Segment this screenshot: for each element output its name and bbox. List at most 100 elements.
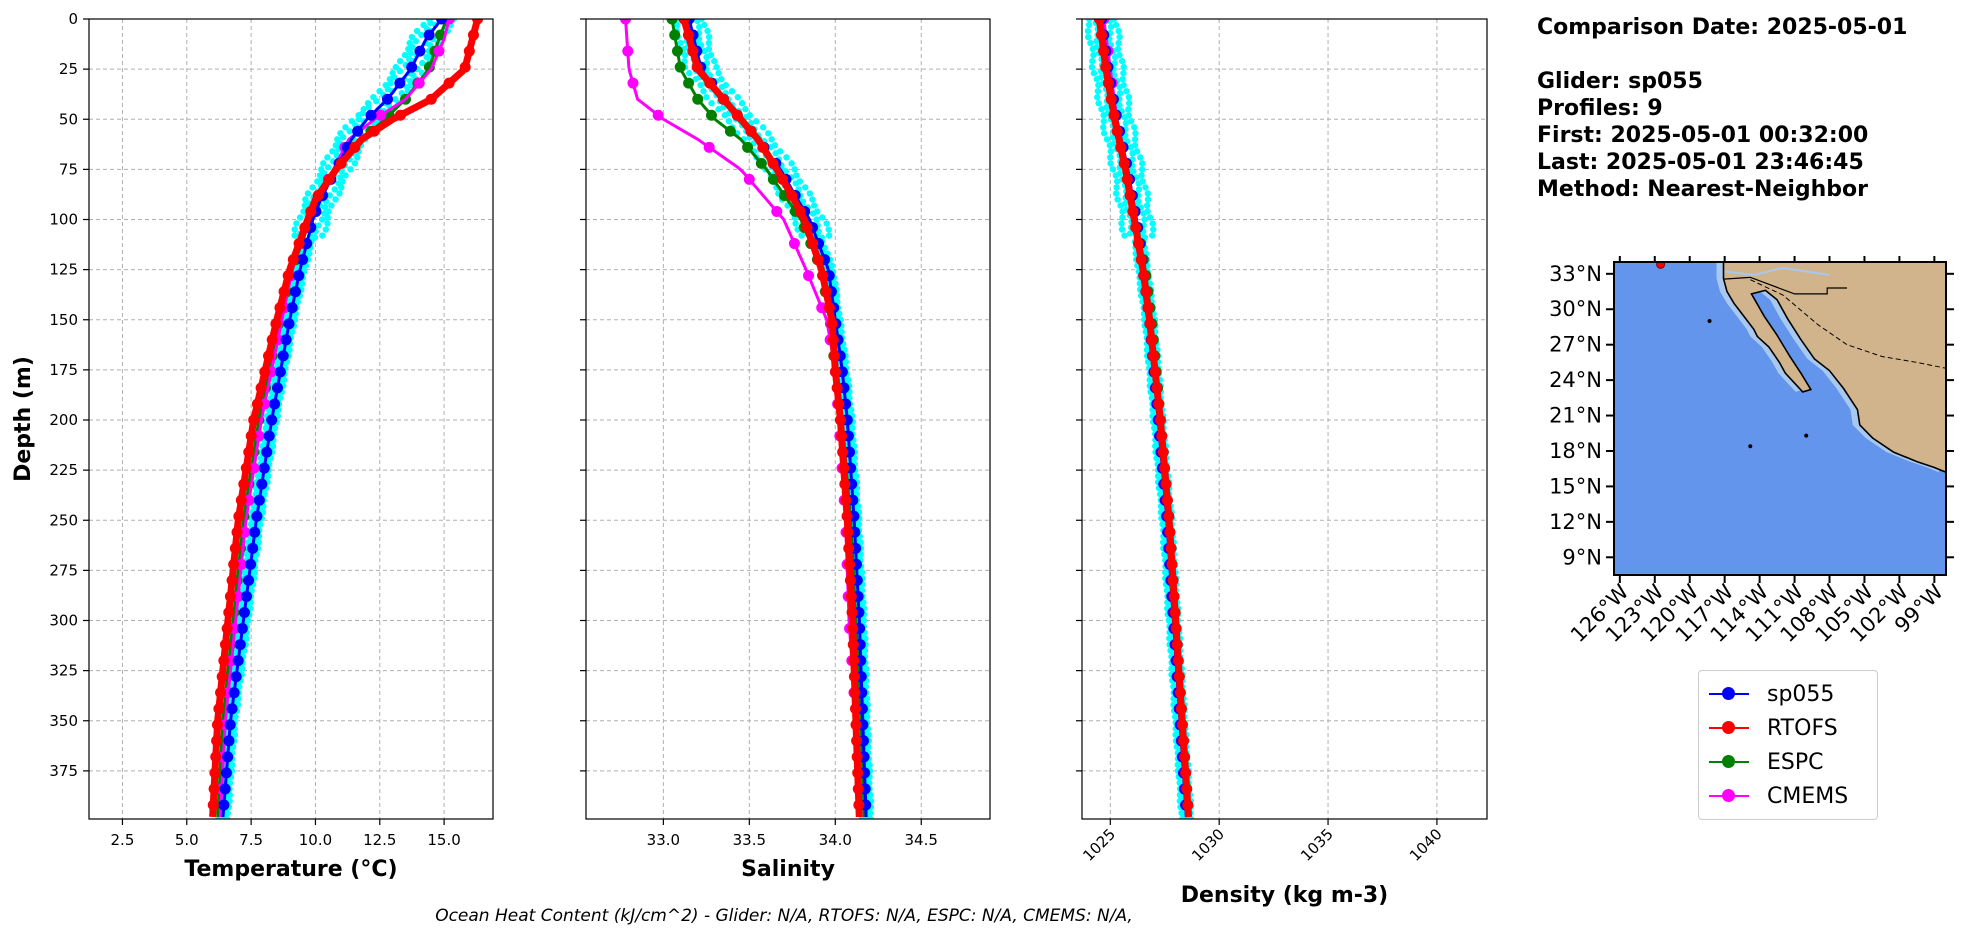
glider-raw-point xyxy=(1144,196,1152,203)
data-point-rtofs xyxy=(786,189,798,201)
x-tick-label: 1030 xyxy=(1188,825,1228,865)
data-point-rtofs xyxy=(219,639,231,651)
data-point-rtofs xyxy=(243,446,255,458)
data-point-sp055 xyxy=(256,478,268,490)
data-point-sp055 xyxy=(240,590,252,602)
glider-raw-point xyxy=(309,184,316,191)
glider-raw-point xyxy=(851,454,858,462)
glider-raw-point xyxy=(336,190,343,197)
x-tick-label: 33.0 xyxy=(647,831,680,849)
glider-raw-point xyxy=(342,172,349,179)
data-point-rtofs xyxy=(467,29,479,41)
glider-raw-point xyxy=(854,503,862,510)
data-point-sp055 xyxy=(253,494,265,506)
island-marker xyxy=(1748,444,1753,449)
glider-raw-point xyxy=(776,148,784,155)
glider-raw-point xyxy=(1089,57,1096,65)
glider-raw-point xyxy=(832,280,839,287)
glider-raw-point xyxy=(1109,166,1117,173)
data-point-rtofs xyxy=(846,606,858,618)
data-point-rtofs xyxy=(1142,302,1154,314)
glider-raw-point xyxy=(1107,148,1115,155)
y-tick-label: 125 xyxy=(49,261,78,279)
data-point-sp055 xyxy=(406,61,418,73)
data-point-rtofs xyxy=(278,286,290,298)
data-point-sp055 xyxy=(289,286,301,298)
data-point-rtofs xyxy=(794,205,806,217)
data-point-cmems xyxy=(232,590,244,602)
glider-position-marker xyxy=(1656,262,1666,269)
glider-raw-point xyxy=(1120,69,1127,77)
data-point-rtofs xyxy=(425,93,437,105)
glider-raw-point xyxy=(1119,214,1126,221)
glider-raw-point xyxy=(320,160,327,167)
glider-raw-point xyxy=(354,154,361,161)
glider-raw-point xyxy=(1137,154,1144,161)
data-point-rtofs xyxy=(842,526,854,538)
x-tick-label: 1025 xyxy=(1079,825,1119,865)
glider-raw-point xyxy=(324,214,331,221)
data-point-rtofs xyxy=(848,671,860,683)
glider-raw-point xyxy=(319,232,326,239)
glider-raw-point xyxy=(396,67,404,75)
x-tick-label: 2.5 xyxy=(111,831,135,849)
data-point-rtofs xyxy=(235,494,247,506)
glider-raw-point xyxy=(298,280,306,287)
data-point-sp055 xyxy=(381,93,393,105)
glider-raw-point xyxy=(861,647,869,654)
data-point-rtofs xyxy=(1169,606,1181,618)
glider-raw-point xyxy=(1115,39,1122,47)
x-tick-label: 12.5 xyxy=(363,831,396,849)
legend: sp055 RTOFS ESPC CMEMS xyxy=(1698,670,1878,820)
data-point-rtofs xyxy=(1100,61,1112,73)
glider-raw-point xyxy=(847,406,855,414)
data-point-rtofs xyxy=(223,606,235,618)
glider-raw-point xyxy=(677,39,684,47)
data-point-sp055 xyxy=(223,735,235,747)
glider-raw-point xyxy=(293,220,300,227)
data-point-rtofs xyxy=(1165,542,1177,554)
data-point-rtofs xyxy=(472,19,484,25)
data-point-rtofs xyxy=(1181,783,1193,795)
glider-raw-point xyxy=(1146,214,1154,221)
profile-panel-1: 0 25 50 75 100 125 150 175 200 225 250 275 300 325 350… xyxy=(11,10,494,882)
data-point-rtofs xyxy=(229,542,241,554)
glider-raw-point xyxy=(376,87,383,95)
data-point-sp055 xyxy=(247,542,259,554)
glider-raw-point xyxy=(1112,21,1120,29)
glider-raw-point xyxy=(1118,226,1126,233)
x-tick-label: 7.5 xyxy=(239,831,263,849)
data-point-rtofs xyxy=(305,205,317,217)
glider-raw-point xyxy=(1116,89,1124,97)
data-point-rtofs xyxy=(844,574,856,586)
data-point-rtofs xyxy=(1163,510,1175,522)
data-point-rtofs xyxy=(255,382,267,394)
data-point-espc xyxy=(767,173,779,185)
glider-raw-point xyxy=(409,43,416,51)
data-point-rtofs xyxy=(843,542,855,554)
data-point-sp055 xyxy=(220,767,232,779)
data-point-rtofs xyxy=(851,751,863,763)
glider-raw-point xyxy=(328,202,335,209)
data-point-rtofs xyxy=(1149,366,1161,378)
glider-raw-point xyxy=(1103,136,1111,143)
data-point-rtofs xyxy=(847,639,859,651)
last-time: Last: 2025-05-01 23:46:45 xyxy=(1537,150,1864,175)
data-point-rtofs xyxy=(1168,590,1180,602)
series-group xyxy=(207,19,484,819)
data-point-sp055 xyxy=(277,350,289,362)
data-point-sp055 xyxy=(436,19,448,25)
glider-raw-point xyxy=(708,100,715,107)
glider-raw-point xyxy=(1116,51,1123,59)
glider-raw-point xyxy=(419,59,426,67)
glider-raw-point xyxy=(418,31,425,39)
lat-label: 9°N xyxy=(1562,545,1602,569)
lat-label: 12°N xyxy=(1549,510,1602,534)
glider-raw-point xyxy=(306,250,313,257)
x-tick-label: 34.5 xyxy=(905,831,938,849)
glider-raw-point xyxy=(251,569,258,576)
data-point-sp055 xyxy=(394,77,406,89)
data-point-rtofs xyxy=(1167,574,1179,586)
glider-raw-point xyxy=(823,220,830,227)
